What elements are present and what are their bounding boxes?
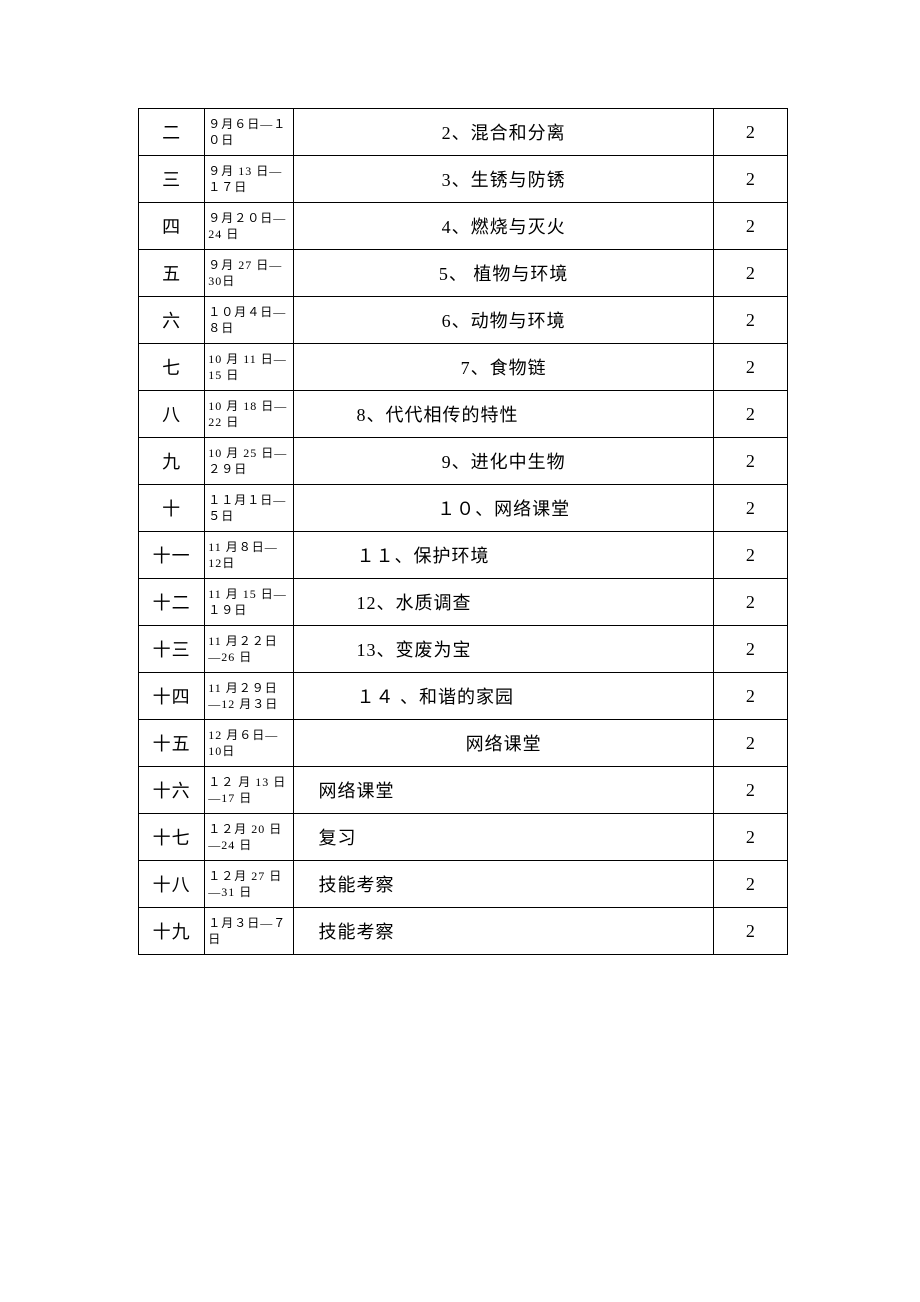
date-cell: 12 月６日—10日 [205, 720, 294, 767]
table-row: 十二11 月 15 日—１９日12、水质调查2 [139, 579, 788, 626]
hours-cell: 2 [713, 626, 787, 673]
hours-cell: 2 [713, 673, 787, 720]
content-cell: 6、动物与环境 [294, 297, 713, 344]
hours-cell: 2 [713, 485, 787, 532]
table-row: 八10 月 18 日—22 日8、代代相传的特性2 [139, 391, 788, 438]
content-cell: 5、 植物与环境 [294, 250, 713, 297]
content-cell: 网络课堂 [294, 720, 713, 767]
table-row: 三９月 13 日—１７日3、生锈与防锈2 [139, 156, 788, 203]
date-cell: １月３日—７日 [205, 908, 294, 955]
week-cell: 十二 [139, 579, 205, 626]
content-cell: 2、混合和分离 [294, 109, 713, 156]
table-row: 十三11 月２２日—26 日13、变废为宝2 [139, 626, 788, 673]
table-row: 五９月 27 日—30日5、 植物与环境2 [139, 250, 788, 297]
table-row: 十１１月１日—５日１０、网络课堂2 [139, 485, 788, 532]
week-cell: 二 [139, 109, 205, 156]
week-cell: 十四 [139, 673, 205, 720]
date-cell: １２ 月 13 日—17 日 [205, 767, 294, 814]
table-row: 十九１月３日—７日技能考察2 [139, 908, 788, 955]
content-cell: 3、生锈与防锈 [294, 156, 713, 203]
hours-cell: 2 [713, 250, 787, 297]
schedule-table-body: 二９月６日—１０日2、混合和分离2三９月 13 日—１７日3、生锈与防锈2四９月… [139, 109, 788, 955]
date-cell: 10 月 25 日—２９日 [205, 438, 294, 485]
hours-cell: 2 [713, 767, 787, 814]
date-cell: 11 月８日—12日 [205, 532, 294, 579]
hours-cell: 2 [713, 861, 787, 908]
week-cell: 六 [139, 297, 205, 344]
date-cell: 11 月２２日—26 日 [205, 626, 294, 673]
table-row: 四９月２０日—24 日4、燃烧与灭火2 [139, 203, 788, 250]
date-cell: ９月２０日—24 日 [205, 203, 294, 250]
table-row: 二９月６日—１０日2、混合和分离2 [139, 109, 788, 156]
week-cell: 九 [139, 438, 205, 485]
week-cell: 五 [139, 250, 205, 297]
week-cell: 十九 [139, 908, 205, 955]
week-cell: 三 [139, 156, 205, 203]
table-row: 十一11 月８日—12日１１、保护环境2 [139, 532, 788, 579]
week-cell: 十一 [139, 532, 205, 579]
week-cell: 十 [139, 485, 205, 532]
content-cell: 复习 [294, 814, 713, 861]
table-row: 七10 月 11 日—15 日7、食物链2 [139, 344, 788, 391]
table-row: 六１０月４日—８日6、动物与环境2 [139, 297, 788, 344]
week-cell: 十五 [139, 720, 205, 767]
date-cell: 10 月 11 日—15 日 [205, 344, 294, 391]
content-cell: 9、进化中生物 [294, 438, 713, 485]
week-cell: 四 [139, 203, 205, 250]
week-cell: 八 [139, 391, 205, 438]
date-cell: １０月４日—８日 [205, 297, 294, 344]
hours-cell: 2 [713, 720, 787, 767]
date-cell: １１月１日—５日 [205, 485, 294, 532]
content-cell: 网络课堂 [294, 767, 713, 814]
content-cell: 技能考察 [294, 908, 713, 955]
table-row: 十八１２月 27 日—31 日技能考察2 [139, 861, 788, 908]
week-cell: 七 [139, 344, 205, 391]
hours-cell: 2 [713, 532, 787, 579]
table-row: 十六１２ 月 13 日—17 日网络课堂2 [139, 767, 788, 814]
week-cell: 十七 [139, 814, 205, 861]
date-cell: 10 月 18 日—22 日 [205, 391, 294, 438]
date-cell: ９月 27 日—30日 [205, 250, 294, 297]
table-row: 十七１２月 20 日—24 日复习2 [139, 814, 788, 861]
content-cell: 7、食物链 [294, 344, 713, 391]
hours-cell: 2 [713, 109, 787, 156]
content-cell: 技能考察 [294, 861, 713, 908]
hours-cell: 2 [713, 297, 787, 344]
table-row: 九10 月 25 日—２９日9、进化中生物2 [139, 438, 788, 485]
content-cell: 13、变废为宝 [294, 626, 713, 673]
content-cell: １１、保护环境 [294, 532, 713, 579]
hours-cell: 2 [713, 908, 787, 955]
content-cell: 8、代代相传的特性 [294, 391, 713, 438]
table-row: 十五12 月６日—10日网络课堂2 [139, 720, 788, 767]
content-cell: 4、燃烧与灭火 [294, 203, 713, 250]
table-row: 十四11 月２９日—12 月３日１４ 、和谐的家园2 [139, 673, 788, 720]
content-cell: 12、水质调查 [294, 579, 713, 626]
hours-cell: 2 [713, 156, 787, 203]
hours-cell: 2 [713, 814, 787, 861]
week-cell: 十六 [139, 767, 205, 814]
date-cell: １２月 27 日—31 日 [205, 861, 294, 908]
schedule-table: 二９月６日—１０日2、混合和分离2三９月 13 日—１７日3、生锈与防锈2四９月… [138, 108, 788, 955]
hours-cell: 2 [713, 344, 787, 391]
hours-cell: 2 [713, 203, 787, 250]
content-cell: １４ 、和谐的家园 [294, 673, 713, 720]
hours-cell: 2 [713, 391, 787, 438]
date-cell: １２月 20 日—24 日 [205, 814, 294, 861]
week-cell: 十三 [139, 626, 205, 673]
content-cell: １０、网络课堂 [294, 485, 713, 532]
week-cell: 十八 [139, 861, 205, 908]
date-cell: 11 月 15 日—１９日 [205, 579, 294, 626]
hours-cell: 2 [713, 579, 787, 626]
hours-cell: 2 [713, 438, 787, 485]
date-cell: 11 月２９日—12 月３日 [205, 673, 294, 720]
date-cell: ９月６日—１０日 [205, 109, 294, 156]
date-cell: ９月 13 日—１７日 [205, 156, 294, 203]
